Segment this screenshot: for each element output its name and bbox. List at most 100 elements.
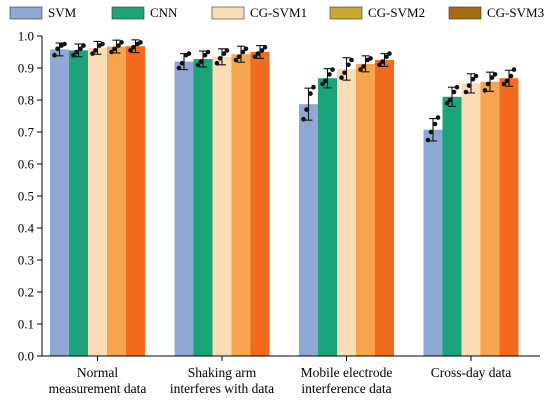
data-point <box>202 52 208 58</box>
data-point <box>93 48 98 53</box>
data-point <box>116 43 121 48</box>
bar-cnn-2 <box>318 78 337 357</box>
data-point <box>358 67 363 72</box>
x-tick-label: Normal <box>77 365 118 380</box>
data-point <box>377 62 382 68</box>
data-point <box>428 129 434 135</box>
data-point <box>255 51 261 56</box>
data-point <box>508 73 514 79</box>
legend-swatch-cg-svm2 <box>329 6 363 20</box>
y-tick-label: 0.1 <box>18 317 34 332</box>
data-point <box>473 73 479 79</box>
data-point <box>131 44 136 50</box>
data-point <box>425 137 431 143</box>
data-point <box>432 121 438 127</box>
data-point <box>501 81 507 87</box>
data-point <box>380 59 385 64</box>
data-point <box>52 52 57 58</box>
y-tick-label: 0.0 <box>18 349 34 364</box>
x-tick-label: interference data <box>301 381 391 396</box>
data-point <box>327 72 332 77</box>
y-tick-label: 0.7 <box>18 125 35 140</box>
bar-cnn-1 <box>193 59 213 356</box>
y-tick-label: 0.2 <box>18 285 34 300</box>
data-point <box>361 64 366 69</box>
data-point <box>195 62 201 68</box>
data-point <box>470 76 476 82</box>
bar-cg-svm3-0 <box>126 46 145 357</box>
data-point <box>119 40 124 45</box>
data-point <box>435 115 441 120</box>
data-point <box>301 116 306 122</box>
data-point <box>304 107 309 112</box>
data-point <box>349 57 354 63</box>
bar-svm-3 <box>423 129 443 356</box>
data-point <box>243 46 249 52</box>
data-point <box>186 51 192 56</box>
data-point <box>444 100 450 106</box>
bar-cg-svm2-3 <box>480 81 500 356</box>
bar-cg-svm2-0 <box>107 46 126 357</box>
legend-label-cg-svm2: CG-SVM2 <box>368 5 425 20</box>
x-tick-label: Mobile electrode <box>301 365 393 380</box>
data-point <box>489 75 495 80</box>
data-point <box>252 54 258 60</box>
data-point <box>224 48 230 53</box>
y-tick-label: 0.4 <box>18 221 35 236</box>
bar-cnn-0 <box>69 50 88 357</box>
data-point <box>323 78 328 84</box>
data-point <box>485 81 491 87</box>
data-point <box>511 67 517 72</box>
legend-swatch-cg-svm1 <box>211 6 245 20</box>
data-point <box>387 51 392 56</box>
data-point <box>330 67 335 72</box>
legend-label-cnn: CNN <box>150 5 178 20</box>
bar-svm-0 <box>50 49 69 356</box>
data-point <box>81 43 86 48</box>
data-point <box>205 49 211 55</box>
legend-label-svm: SVM <box>48 5 77 20</box>
bar-cg-svm3-3 <box>499 78 519 357</box>
data-point <box>198 59 204 64</box>
data-point <box>90 51 95 56</box>
x-tick-label: interferes with data <box>170 381 274 396</box>
data-point <box>342 70 347 76</box>
data-point <box>466 83 472 88</box>
data-point <box>259 48 265 53</box>
y-tick-label: 0.8 <box>18 93 34 108</box>
x-tick-label: Shaking arm <box>188 365 257 380</box>
data-point <box>71 52 76 58</box>
data-point <box>236 54 242 60</box>
data-point <box>384 54 389 60</box>
x-tick-label: Cross-day data <box>431 365 512 380</box>
data-point <box>504 78 510 84</box>
data-point <box>240 49 246 55</box>
bar-cg-svm1-2 <box>337 68 356 357</box>
bar-cg-svm2-1 <box>231 54 251 357</box>
data-point <box>447 97 453 103</box>
y-tick-label: 0.5 <box>18 189 34 204</box>
plot-area <box>50 39 519 357</box>
legend-swatch-cnn <box>111 6 145 20</box>
bar-cg-svm3-2 <box>375 60 394 356</box>
data-point <box>320 81 325 87</box>
bar-cg-svm1-1 <box>212 56 232 357</box>
y-tick-label: 0.6 <box>18 157 35 172</box>
data-point <box>454 84 460 90</box>
legend-swatch-cg-svm3 <box>448 6 482 20</box>
data-point <box>109 49 114 55</box>
data-point <box>492 72 498 77</box>
bar-svm-1 <box>174 61 194 356</box>
bar-cg-svm1-0 <box>88 47 107 357</box>
data-point <box>262 44 268 50</box>
data-point <box>62 41 67 47</box>
data-point <box>308 91 313 96</box>
bar-svm-2 <box>299 104 318 356</box>
data-point <box>311 84 316 90</box>
bar-cnn-3 <box>442 96 462 357</box>
bar-cg-svm2-2 <box>356 63 375 357</box>
data-point <box>128 48 133 53</box>
bar-cg-svm1-3 <box>461 83 481 357</box>
legend: SVM CNN CG-SVM1 CG-SVM2 CG-SVM3 <box>9 5 544 20</box>
